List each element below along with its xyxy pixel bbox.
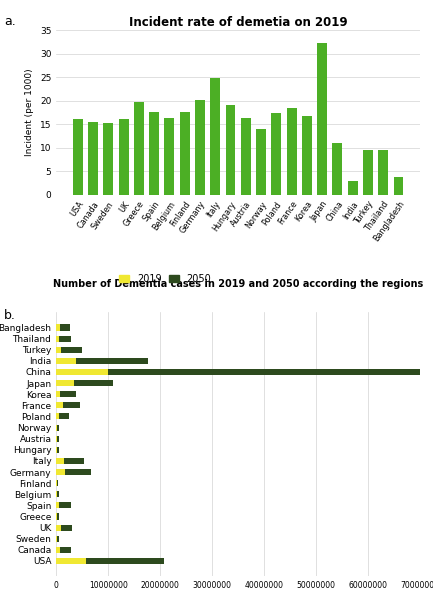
Bar (65, 469, 90, 475)
Bar (74, 380, 113, 386)
Title: Number of Dementia cases in 2019 and 2050 according the regions: Number of Dementia cases in 2019 and 205… (53, 280, 423, 289)
Bar (61, 391, 76, 397)
Title: Incident rate of demetia on 2019: Incident rate of demetia on 2019 (129, 16, 347, 29)
Bar (56, 447, 57, 453)
Bar (180, 112, 190, 195)
Bar (256, 129, 266, 195)
Bar (57, 491, 59, 497)
Text: a.: a. (4, 15, 16, 28)
Bar (56, 458, 64, 464)
Bar (56, 358, 75, 364)
Bar (56, 491, 57, 497)
Bar (60, 325, 70, 331)
Bar (165, 118, 174, 195)
Bar (59, 502, 71, 508)
Bar (56, 402, 62, 409)
Bar (56, 413, 59, 419)
Y-axis label: Incident (per 1000): Incident (per 1000) (26, 68, 34, 156)
Bar (62, 402, 80, 409)
Bar (61, 347, 82, 353)
Bar (317, 43, 327, 195)
Bar (271, 113, 281, 195)
Bar (56, 514, 57, 520)
Bar (363, 149, 373, 195)
Bar (226, 105, 236, 195)
Bar (56, 469, 65, 475)
Bar (56, 502, 59, 508)
Bar (61, 524, 72, 530)
Bar (56, 347, 61, 353)
Bar (302, 116, 312, 195)
Bar (57, 425, 59, 431)
Bar (287, 107, 297, 195)
Bar (348, 181, 358, 195)
Legend: 2019, 2050: 2019, 2050 (116, 270, 215, 287)
Bar (57, 436, 58, 442)
Bar (61, 547, 71, 553)
Bar (56, 325, 60, 331)
Bar (56, 436, 57, 442)
Bar (56, 547, 61, 553)
Bar (73, 119, 83, 195)
Bar (57, 514, 58, 520)
Bar (394, 177, 404, 195)
Bar (57, 480, 58, 486)
Bar (149, 112, 159, 195)
Bar (103, 123, 113, 195)
Bar (88, 122, 98, 195)
Bar (56, 425, 57, 431)
Bar (56, 380, 74, 386)
Bar (210, 79, 220, 195)
Bar (378, 149, 388, 195)
Bar (87, 558, 165, 564)
Bar (59, 335, 71, 341)
Bar (56, 480, 57, 486)
Bar (56, 335, 59, 341)
Bar (56, 524, 61, 530)
Bar (56, 391, 61, 397)
Bar (56, 558, 87, 564)
Bar (333, 143, 343, 195)
Bar (108, 369, 420, 375)
Bar (195, 100, 205, 195)
Bar (59, 413, 69, 419)
Bar (119, 119, 129, 195)
Bar (64, 458, 84, 464)
Bar (57, 536, 59, 542)
Bar (56, 536, 57, 542)
Bar (134, 101, 144, 195)
Bar (241, 118, 251, 195)
Bar (75, 358, 148, 364)
Bar (57, 447, 59, 453)
Bar (56, 369, 108, 375)
Text: b.: b. (4, 309, 16, 322)
